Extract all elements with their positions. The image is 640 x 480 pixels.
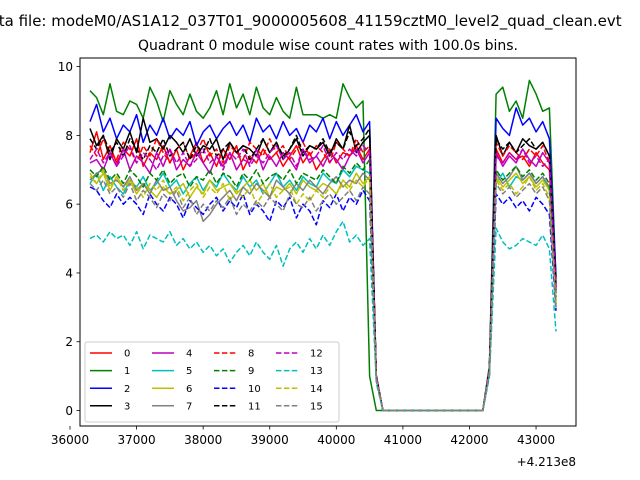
legend-label-11: 11 xyxy=(248,401,261,412)
x-tick-label: 40000 xyxy=(317,433,355,447)
legend-label-3: 3 xyxy=(124,401,130,412)
x-tick-label: 38000 xyxy=(184,433,222,447)
x-tick-label: 39000 xyxy=(251,433,289,447)
y-tick-label: 8 xyxy=(65,129,73,143)
legend-label-4: 4 xyxy=(186,349,192,360)
y-axis: 0 2 4 6 8 10 xyxy=(58,60,80,418)
x-offset-label: +4.213e8 xyxy=(517,455,576,469)
legend-label-9: 9 xyxy=(248,366,254,377)
legend-label-0: 0 xyxy=(124,349,130,360)
legend-label-8: 8 xyxy=(248,349,254,360)
legend-label-5: 5 xyxy=(186,366,192,377)
series-layer xyxy=(89,79,557,412)
figure-suptitle: Data file: modeM0/AS1A12_037T01_90000056… xyxy=(0,12,622,31)
legend-label-15: 15 xyxy=(310,401,323,412)
legend-label-10: 10 xyxy=(248,384,261,395)
y-tick-label: 6 xyxy=(65,198,73,212)
legend-label-6: 6 xyxy=(186,384,192,395)
legend-box xyxy=(84,341,340,423)
legend-label-12: 12 xyxy=(310,349,323,360)
legend-label-13: 13 xyxy=(310,366,323,377)
y-tick-label: 2 xyxy=(65,335,73,349)
chart-title: Quadrant 0 module wise count rates with … xyxy=(138,38,518,54)
x-axis: 36000 37000 38000 39000 40000 41000 42000 43000 xyxy=(51,426,555,447)
series-line-11 xyxy=(89,127,557,412)
x-tick-label: 42000 xyxy=(450,433,488,447)
y-tick-label: 10 xyxy=(58,60,73,74)
x-tick-label: 43000 xyxy=(517,433,555,447)
y-tick-label: 0 xyxy=(65,404,73,418)
legend-label-2: 2 xyxy=(124,384,130,395)
legend-label-7: 7 xyxy=(186,401,192,412)
series-line-15 xyxy=(89,179,557,412)
x-tick-label: 41000 xyxy=(384,433,422,447)
y-tick-label: 4 xyxy=(65,266,73,280)
x-tick-label: 37000 xyxy=(117,433,155,447)
legend-label-14: 14 xyxy=(310,384,323,395)
legend-label-1: 1 xyxy=(124,366,130,377)
plot-frame xyxy=(79,57,577,427)
x-tick-label: 36000 xyxy=(51,433,89,447)
